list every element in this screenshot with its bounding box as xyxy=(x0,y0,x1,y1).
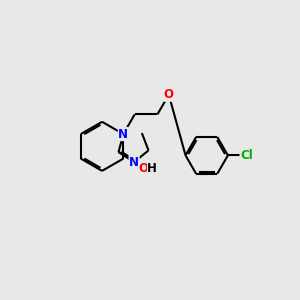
Text: N: N xyxy=(129,156,139,169)
Text: N: N xyxy=(118,128,128,141)
Text: H: H xyxy=(147,162,157,175)
Text: O: O xyxy=(164,88,174,101)
Text: Cl: Cl xyxy=(240,149,253,162)
Text: O: O xyxy=(138,162,148,175)
